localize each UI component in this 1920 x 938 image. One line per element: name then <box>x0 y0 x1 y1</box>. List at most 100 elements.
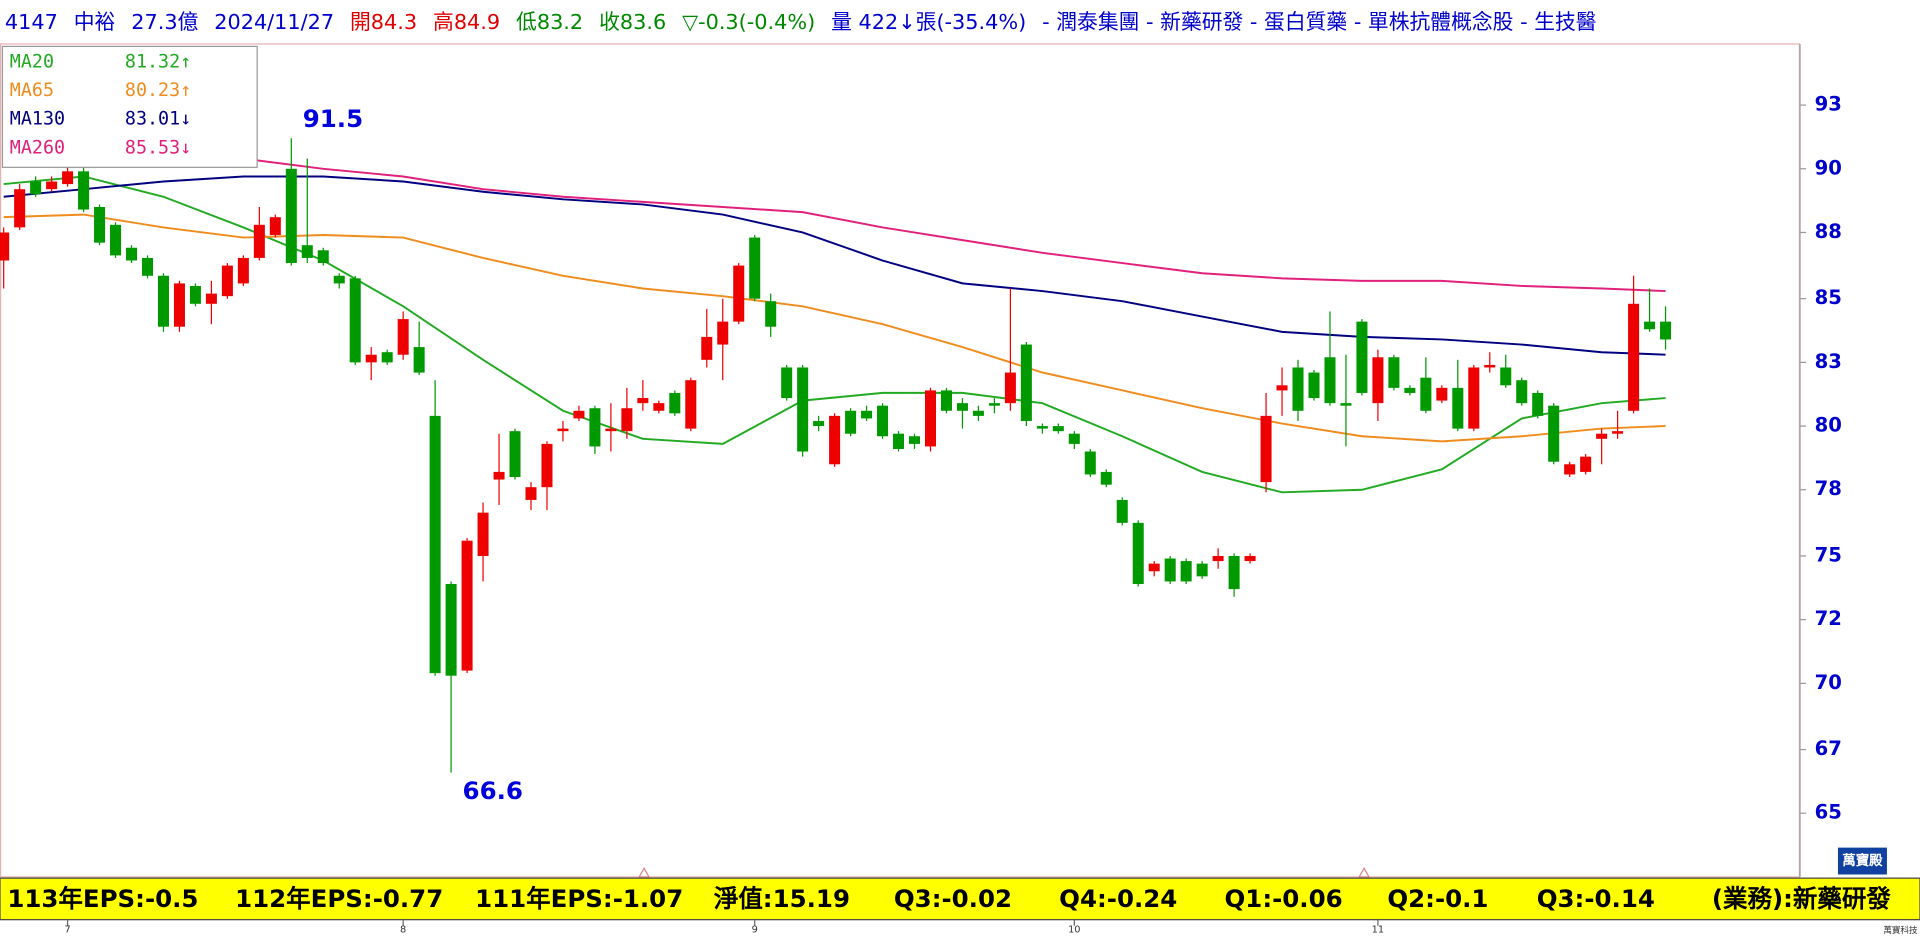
candle-body <box>1100 471 1112 485</box>
candle-body <box>525 487 537 500</box>
candle-body <box>1388 357 1400 388</box>
candle-body <box>1484 364 1496 368</box>
logo-box <box>1837 847 1887 875</box>
candle-body <box>1180 561 1192 582</box>
candle-body <box>14 189 26 228</box>
header-item: 中裕 <box>74 10 116 34</box>
candle-body <box>717 321 729 345</box>
header-item: 開84.3 <box>350 10 417 34</box>
candle-body <box>589 408 601 447</box>
candle-body <box>541 443 553 488</box>
candle-body <box>877 405 889 437</box>
candle-body <box>429 415 441 674</box>
header-item: 2024/11/27 <box>214 10 334 34</box>
candle-body <box>1116 499 1128 523</box>
candle-body <box>1244 555 1256 562</box>
candle-body <box>653 403 665 411</box>
candle-body <box>1356 321 1368 393</box>
candle-body <box>1628 303 1640 411</box>
candle-body <box>1532 392 1544 416</box>
ma-line <box>3 144 1666 293</box>
candle-body <box>1308 372 1320 399</box>
legend-value: 80.23↑ <box>125 80 191 101</box>
candle-body <box>1596 433 1608 439</box>
candle-body <box>956 403 968 411</box>
x-tick-label: 7 <box>64 924 70 935</box>
y-tick-label: 80 <box>1815 414 1842 437</box>
y-tick-label: 83 <box>1815 350 1842 373</box>
info-item: Q3:-0.14 <box>1537 884 1655 913</box>
candle-body <box>333 275 345 284</box>
candle-body <box>605 428 617 432</box>
candle-body <box>173 283 185 327</box>
candle-body <box>317 250 329 264</box>
y-tick-label: 65 <box>1815 801 1842 824</box>
candle-body <box>1548 405 1560 462</box>
candle-body <box>221 265 233 297</box>
info-item: Q4:-0.24 <box>1059 884 1177 913</box>
candle-body <box>733 265 745 322</box>
candle-body <box>46 181 58 190</box>
y-tick-label: 90 <box>1815 156 1842 179</box>
brand: 萬寶科技 <box>1883 924 1918 936</box>
x-tick-label: 9 <box>752 924 758 935</box>
ma-line <box>3 213 1666 443</box>
candle-body <box>909 436 921 444</box>
candle-body <box>829 415 841 465</box>
candle-body <box>1052 426 1064 432</box>
ma-line <box>3 175 1666 494</box>
candle-body <box>924 390 936 447</box>
candle-body <box>1260 415 1272 483</box>
y-tick-label: 72 <box>1815 607 1842 630</box>
legend-value: 83.01↓ <box>125 109 191 130</box>
legend-name: MA130 <box>10 109 65 130</box>
legend-value: 81.32↑ <box>125 51 191 72</box>
candle-body <box>669 392 681 414</box>
y-tick-label: 88 <box>1815 220 1842 243</box>
legend-value: 85.53↓ <box>125 137 191 158</box>
min-label: 66.6 <box>463 776 523 805</box>
x-tick-label: 10 <box>1068 924 1080 935</box>
candle-body <box>781 367 793 399</box>
legend: MA20 81.32↑ MA65 80.23↑ MA130 83.01↓ MA260 85.5… <box>1 45 258 168</box>
info-item: Q1:-0.06 <box>1224 884 1342 913</box>
candle-body <box>1564 464 1576 475</box>
y-tick-label: 75 <box>1815 543 1842 566</box>
header-item: 27.3億 <box>131 10 198 34</box>
candle-body <box>1212 555 1224 562</box>
info-item: (業務):新藥研發 <box>1712 884 1892 913</box>
candle-body <box>62 171 74 185</box>
candle-body <box>797 367 809 452</box>
candle-body <box>381 352 393 363</box>
candle-body <box>126 247 138 261</box>
info-item: 113年EPS:-0.5 <box>7 884 198 913</box>
candle-body <box>94 206 106 243</box>
candle-body <box>1020 344 1032 421</box>
candle-body <box>1292 367 1304 411</box>
candle-body <box>477 512 489 556</box>
legend-name: MA260 <box>10 137 65 158</box>
candle-body <box>845 410 857 434</box>
candle-body <box>1068 433 1080 444</box>
header-item: ▽-0.3(-0.4%) <box>682 10 815 34</box>
candle-body <box>813 420 825 427</box>
candle-body <box>0 232 10 261</box>
y-tick-label: 67 <box>1815 737 1842 760</box>
info-item: 112年EPS:-0.77 <box>235 884 443 913</box>
candle-body <box>301 245 313 258</box>
candle-body <box>78 171 90 210</box>
candle-body <box>861 410 873 419</box>
candle-body <box>1324 357 1336 404</box>
candle-body <box>445 583 457 676</box>
candle-body <box>1164 558 1176 582</box>
candle-body <box>621 408 633 432</box>
candle-body <box>893 433 905 449</box>
candle-body <box>1372 357 1384 404</box>
candle-body <box>1644 321 1656 330</box>
candle-body <box>1084 451 1096 475</box>
header-item: 低83.2 <box>516 10 583 34</box>
candle-body <box>1436 387 1448 401</box>
